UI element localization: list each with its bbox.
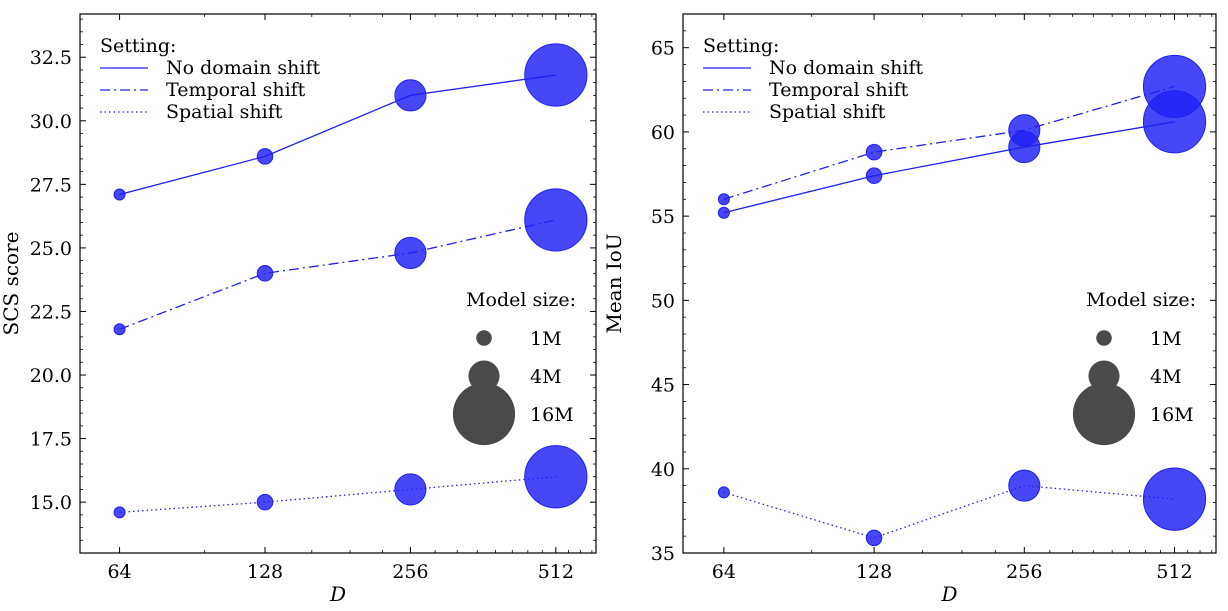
legend-label: Temporal shift: [769, 79, 909, 101]
y-tick-label: 15.0: [30, 492, 72, 514]
data-point: [256, 265, 274, 282]
y-tick-label: 35: [651, 543, 675, 565]
size-legend-label: 1M: [530, 328, 562, 350]
data-point: [113, 506, 126, 519]
series-line-no-domain-shift: [723, 121, 1175, 214]
data-point: [256, 493, 274, 511]
x-axis-label: D: [329, 582, 346, 606]
size-legend-marker: [1072, 382, 1136, 446]
chart-panel-1: 15.0 17.5 20.0 22.5 25.0 27.5 30.0 32.5 64 128 256…: [0, 13, 597, 606]
size-legend-label: 4M: [1150, 366, 1182, 388]
y-tick-label: 27.5: [30, 174, 72, 196]
series-line-no-domain-shift: [119, 74, 556, 196]
legend-label: No domain shift: [166, 57, 320, 79]
y-tick-label: 32.5: [30, 47, 72, 69]
legend-label: Spatial shift: [769, 101, 886, 123]
x-tick-label: 64: [107, 561, 131, 583]
y-tick-label: 17.5: [30, 429, 72, 451]
size-legend-label: 16M: [1150, 404, 1194, 426]
data-point: [394, 236, 427, 270]
x-tick-label: 512: [1156, 561, 1192, 583]
y-tick-label: 50: [651, 290, 675, 312]
plot-frame: [682, 13, 1217, 554]
size-legend-title: Model size:: [466, 289, 576, 311]
legend-label: Spatial shift: [166, 101, 283, 123]
x-tick-label: 128: [856, 561, 892, 583]
data-point: [717, 193, 730, 206]
size-legend-title: Model size:: [1086, 289, 1196, 311]
series-line-temporal-shift: [723, 85, 1175, 200]
legend-title: Setting:: [703, 35, 779, 57]
y-tick-label: 40: [651, 459, 675, 481]
y-tick-label: 30.0: [30, 111, 72, 133]
y-tick-label: 55: [651, 206, 675, 228]
size-legend-marker: [468, 360, 500, 392]
x-axis-label: D: [940, 582, 957, 606]
size-legend-label: 1M: [1150, 328, 1182, 350]
data-point: [113, 188, 126, 201]
series-line-spatial-shift: [723, 484, 1175, 539]
data-point: [865, 529, 883, 547]
y-tick-label: 25.0: [30, 238, 72, 260]
y-tick-label: 22.5: [30, 301, 72, 323]
y-tick-label: 65: [651, 38, 675, 60]
legend-label: Temporal shift: [166, 79, 306, 101]
y-axis-label: Mean IoU: [602, 233, 626, 333]
x-tick-label: 512: [538, 561, 574, 583]
data-point: [394, 473, 427, 506]
y-tick-label: 20.0: [30, 365, 72, 387]
size-legend-marker: [1096, 330, 1112, 346]
legend-title: Setting:: [100, 35, 176, 57]
data-point: [524, 43, 588, 107]
y-tick-label: 60: [651, 122, 675, 144]
size-legend-marker: [452, 382, 516, 446]
y-axis-label: SCS score: [0, 232, 23, 336]
x-tick-label: 256: [392, 561, 428, 583]
y-tick-label: 45: [651, 375, 675, 397]
chart-panel-2: 35 40 45 50 55 60 65 64 128 256 512 D Mean IoU Settin…: [602, 13, 1217, 606]
size-legend-label: 16M: [530, 404, 574, 426]
data-point: [1142, 467, 1207, 531]
data-point: [1008, 114, 1041, 147]
data-point: [1142, 54, 1207, 119]
size-legend-marker: [476, 330, 492, 346]
data-point: [394, 79, 427, 112]
data-point: [865, 143, 883, 161]
data-point: [524, 445, 588, 509]
series-line-temporal-shift: [119, 219, 556, 330]
x-tick-label: 256: [1006, 561, 1042, 583]
x-tick-label: 128: [247, 561, 283, 583]
data-point: [717, 206, 730, 219]
x-tick-label: 64: [712, 561, 736, 583]
data-point: [256, 148, 274, 165]
size-legend-label: 4M: [530, 366, 562, 388]
data-point: [1008, 469, 1041, 502]
series-line-spatial-shift: [119, 476, 556, 513]
data-point: [865, 167, 883, 184]
data-point: [717, 486, 730, 499]
data-point: [524, 188, 588, 252]
data-point: [113, 323, 126, 336]
size-legend-marker: [1088, 360, 1120, 392]
plot-frame: [79, 13, 597, 554]
legend-label: No domain shift: [769, 57, 923, 79]
